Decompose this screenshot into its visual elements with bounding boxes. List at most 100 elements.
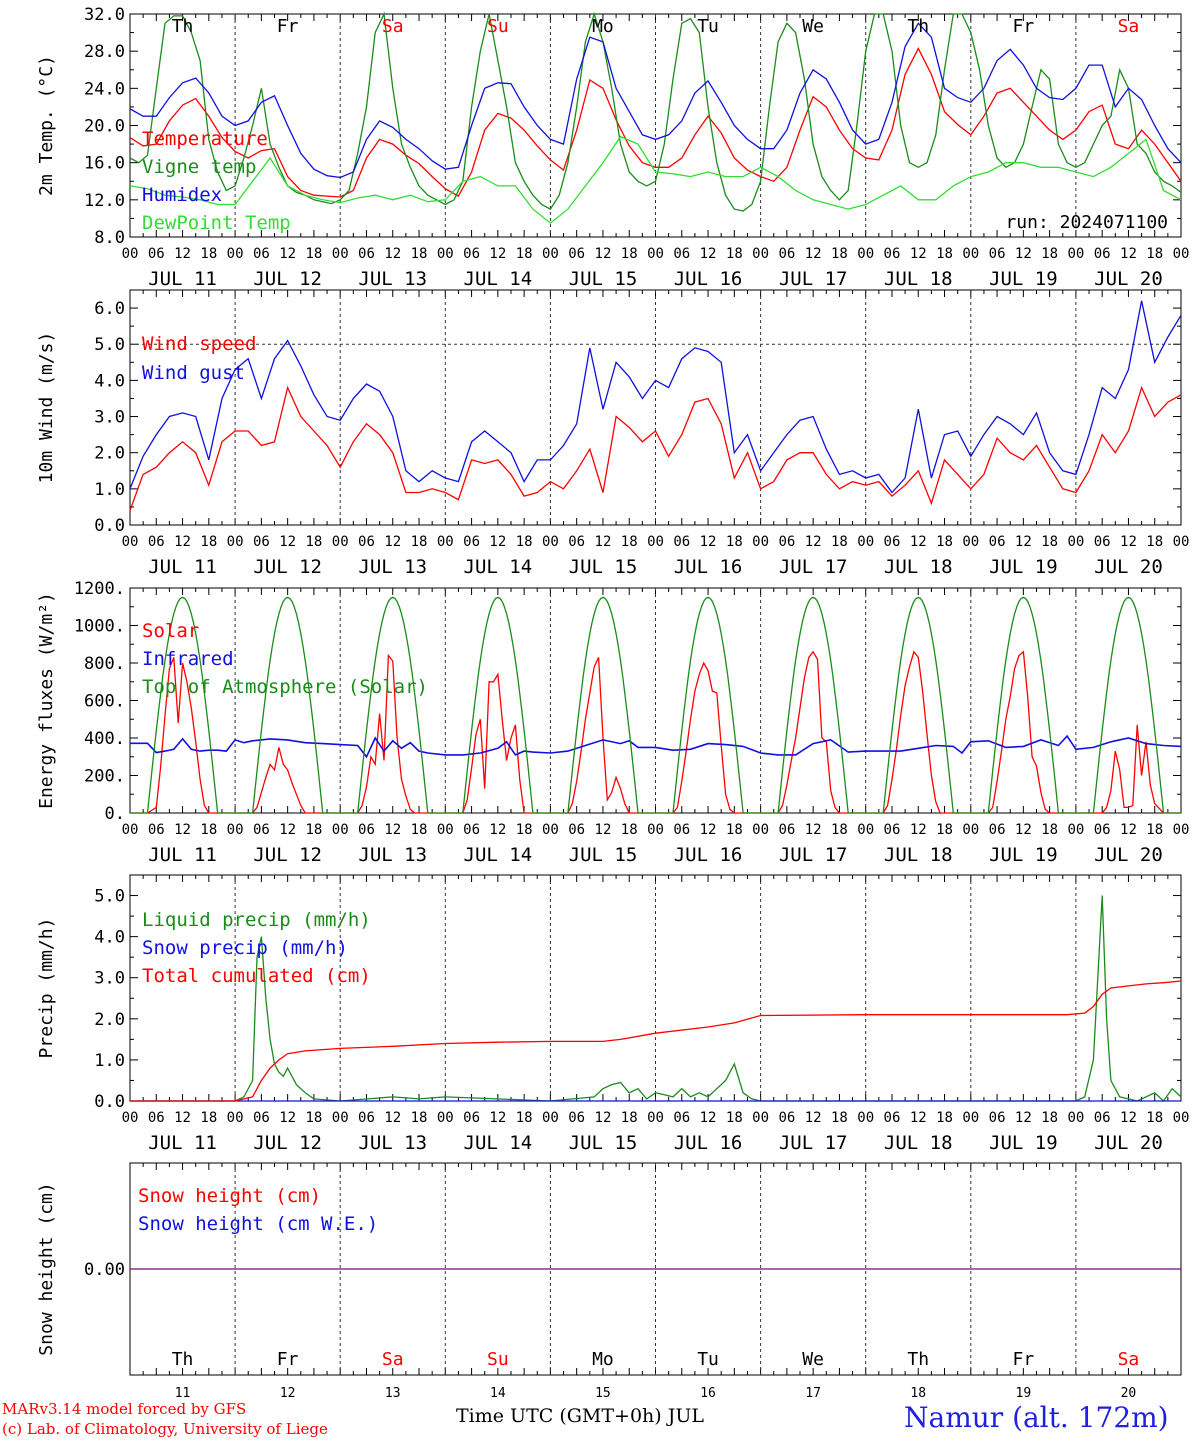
y-tick-label: 200. — [84, 767, 125, 787]
x-axis-title: Time UTC (GMT+0h) JUL — [456, 1405, 704, 1427]
x-hour-label: 00 — [857, 246, 874, 262]
x-hour-label: 18 — [516, 1110, 533, 1126]
x-hour-label: 00 — [332, 534, 349, 550]
x-hour-label: 06 — [358, 246, 375, 262]
x-hour-label: 18 — [411, 1110, 428, 1126]
x-hour-label: 18 — [305, 246, 322, 262]
day-name-label: Th — [172, 1349, 194, 1370]
x-hour-label: 12 — [700, 246, 717, 262]
x-hour-label: 06 — [673, 1110, 690, 1126]
series-line-top-of-atmosphere-solar- — [130, 596, 1181, 814]
x-date-label: JUL 11 — [148, 844, 217, 866]
x-hour-label: 12 — [1015, 1110, 1032, 1126]
x-hour-label: 06 — [1094, 1110, 1111, 1126]
legend-entry: DewPoint Temp — [142, 212, 291, 234]
y-axis-label: Snow height (cm) — [36, 1182, 57, 1355]
legend-entry: Top of Atmosphere (Solar) — [142, 676, 428, 698]
x-date-label: JUL 19 — [989, 556, 1058, 578]
x-hour-label: 12 — [700, 1110, 717, 1126]
x-hour-label: 00 — [752, 246, 769, 262]
x-hour-label: 00 — [857, 822, 874, 838]
x-hour-label: 18 — [411, 534, 428, 550]
x-hour-label: 00 — [122, 822, 139, 838]
x-hour-label: 18 — [305, 822, 322, 838]
x-hour-label: 18 — [1041, 822, 1058, 838]
day-name-label: We — [802, 16, 824, 37]
x-date-label: JUL 15 — [569, 844, 638, 866]
x-date-label: JUL 20 — [1094, 268, 1163, 290]
y-tick-label: 4.0 — [94, 371, 125, 391]
x-hour-label: 00 — [962, 534, 979, 550]
x-hour-label: 18 — [1146, 822, 1163, 838]
legend-entry: Vigne temp — [142, 156, 256, 178]
x-hour-label: 18 — [1146, 534, 1163, 550]
x-hour-label: 06 — [778, 822, 795, 838]
x-hour-label: 06 — [989, 534, 1006, 550]
day-name-label: We — [802, 1349, 824, 1370]
y-tick-label: 16.0 — [84, 154, 125, 174]
x-hour-label: 00 — [542, 246, 559, 262]
x-hour-label: 06 — [148, 534, 165, 550]
x-hour-label: 06 — [358, 534, 375, 550]
x-date-label: JUL 19 — [989, 268, 1058, 290]
x-hour-label: 00 — [122, 534, 139, 550]
y-tick-label: 12.0 — [84, 191, 125, 211]
x-date-label: JUL 20 — [1094, 1132, 1163, 1154]
x-hour-label: 06 — [253, 822, 270, 838]
x-hour-label: 00 — [1173, 1110, 1190, 1126]
x-hour-label: 06 — [673, 822, 690, 838]
day-number-label: 20 — [1121, 1386, 1137, 1401]
x-hour-label: 00 — [1173, 534, 1190, 550]
x-hour-label: 12 — [910, 534, 927, 550]
x-hour-label: 12 — [910, 822, 927, 838]
y-tick-label: 5.0 — [94, 335, 125, 355]
x-hour-label: 18 — [621, 822, 638, 838]
x-date-label: JUL 12 — [253, 556, 322, 578]
x-date-label: JUL 16 — [674, 556, 743, 578]
x-hour-label: 00 — [1067, 1110, 1084, 1126]
x-hour-label: 12 — [595, 534, 612, 550]
x-hour-label: 18 — [200, 1110, 217, 1126]
x-date-label: JUL 11 — [148, 556, 217, 578]
day-name-label: Sa — [382, 16, 404, 37]
x-hour-label: 12 — [805, 246, 822, 262]
x-hour-label: 18 — [936, 1110, 953, 1126]
x-hour-label: 12 — [805, 1110, 822, 1126]
x-hour-label: 18 — [411, 822, 428, 838]
x-hour-label: 00 — [437, 1110, 454, 1126]
x-hour-label: 06 — [148, 1110, 165, 1126]
day-name-label: Tu — [697, 1349, 719, 1370]
y-tick-label: 600. — [84, 692, 125, 712]
y-tick-label: 0. — [105, 804, 125, 824]
x-hour-label: 18 — [1146, 1110, 1163, 1126]
x-date-label: JUL 15 — [569, 556, 638, 578]
x-hour-label: 00 — [647, 1110, 664, 1126]
y-tick-label: 3.0 — [94, 408, 125, 428]
x-hour-label: 06 — [778, 534, 795, 550]
day-name-label: Fr — [1013, 16, 1035, 37]
x-hour-label: 06 — [463, 822, 480, 838]
x-hour-label: 18 — [621, 246, 638, 262]
x-hour-label: 00 — [752, 822, 769, 838]
x-date-label: JUL 17 — [779, 268, 848, 290]
x-hour-label: 06 — [884, 534, 901, 550]
x-hour-label: 18 — [516, 822, 533, 838]
x-hour-label: 12 — [174, 246, 191, 262]
y-tick-label: 3.0 — [94, 969, 125, 989]
x-hour-label: 06 — [989, 246, 1006, 262]
x-hour-label: 12 — [489, 1110, 506, 1126]
x-hour-label: 12 — [595, 246, 612, 262]
x-hour-label: 06 — [148, 822, 165, 838]
y-tick-label: 20.0 — [84, 117, 125, 137]
x-hour-label: 00 — [332, 1110, 349, 1126]
x-hour-label: 12 — [1015, 534, 1032, 550]
x-hour-label: 00 — [647, 246, 664, 262]
x-hour-label: 06 — [673, 246, 690, 262]
y-axis-label: Precip (mm/h) — [36, 918, 57, 1059]
x-hour-label: 12 — [279, 534, 296, 550]
lab-credit: (c) Lab. of Climatology, University of L… — [2, 1420, 328, 1438]
x-hour-label: 18 — [1041, 1110, 1058, 1126]
x-hour-label: 18 — [726, 534, 743, 550]
x-date-label: JUL 17 — [779, 844, 848, 866]
x-hour-label: 18 — [726, 246, 743, 262]
